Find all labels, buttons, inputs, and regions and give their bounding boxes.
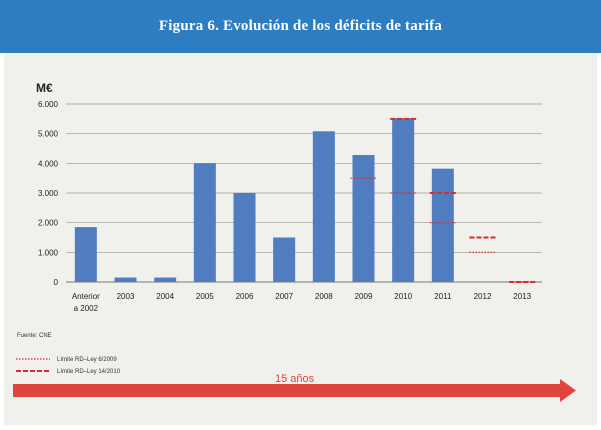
bar: [431, 168, 454, 282]
timeline-arrow: 15 años: [13, 373, 576, 402]
timeline-arrow-label: 15 años: [275, 373, 315, 385]
x-tick-label: 2006: [236, 292, 254, 301]
legend-label-rd-ley-6-2009: Límite RD–Ley 6/2009: [57, 357, 117, 363]
bar: [193, 163, 216, 282]
x-tick-label: 2007: [275, 292, 293, 301]
bar: [352, 155, 375, 282]
bar: [154, 277, 177, 282]
x-tick-label: 2004: [156, 292, 174, 301]
bar: [273, 237, 296, 282]
bars: [74, 118, 454, 283]
bar: [233, 193, 256, 282]
timeline-arrow-head: [560, 379, 576, 402]
y-tick-label: 0: [54, 278, 59, 287]
limit-markers: [350, 117, 536, 283]
x-tick-label: 2011: [434, 292, 452, 301]
x-tick-label: 2003: [117, 292, 135, 301]
source-note: Fuente: CNE: [17, 333, 52, 339]
x-tick-label: 2010: [394, 292, 412, 301]
deficit-bar-chart: M€ 0 1.000 2.000 3.000 4.000 5.000 6.000 Anteri…: [13, 81, 576, 402]
bar: [114, 277, 137, 282]
y-tick-label: 5.000: [38, 130, 59, 139]
bar: [312, 131, 335, 282]
figure-title: Figura 6. Evolución de los déficits de t…: [158, 18, 443, 34]
grid-lines: [66, 103, 542, 283]
chart-panel: M€ 0 1.000 2.000 3.000 4.000 5.000 6.000 Anteri…: [4, 53, 597, 425]
x-tick-label: 2012: [474, 292, 492, 301]
x-tick-label: a 2002: [74, 304, 99, 313]
legend: Límite RD–Ley 6/2009 Límite RD–Ley 14/20…: [16, 357, 121, 375]
x-tick-label: Anterior: [72, 292, 100, 301]
tick-labels: 0 1.000 2.000 3.000 4.000 5.000 6.000 Anterior a…: [38, 100, 532, 313]
y-tick-label: 3.000: [38, 189, 59, 198]
y-tick-label: 6.000: [38, 100, 59, 109]
y-axis-unit-label: M€: [36, 81, 53, 95]
timeline-arrow-shaft: [13, 384, 563, 397]
x-tick-label: 2008: [315, 292, 333, 301]
y-tick-label: 4.000: [38, 159, 59, 168]
y-tick-label: 1.000: [38, 248, 59, 257]
x-tick-label: 2013: [513, 292, 531, 301]
x-tick-label: 2005: [196, 292, 214, 301]
figure-banner: Figura 6. Evolución de los déficits de t…: [0, 0, 601, 53]
legend-label-rd-ley-14-2010: Límite RD–Ley 14/2010: [57, 369, 121, 375]
bar: [74, 227, 97, 282]
bar: [392, 118, 415, 283]
x-tick-label: 2009: [355, 292, 373, 301]
y-tick-label: 2.000: [38, 219, 59, 228]
